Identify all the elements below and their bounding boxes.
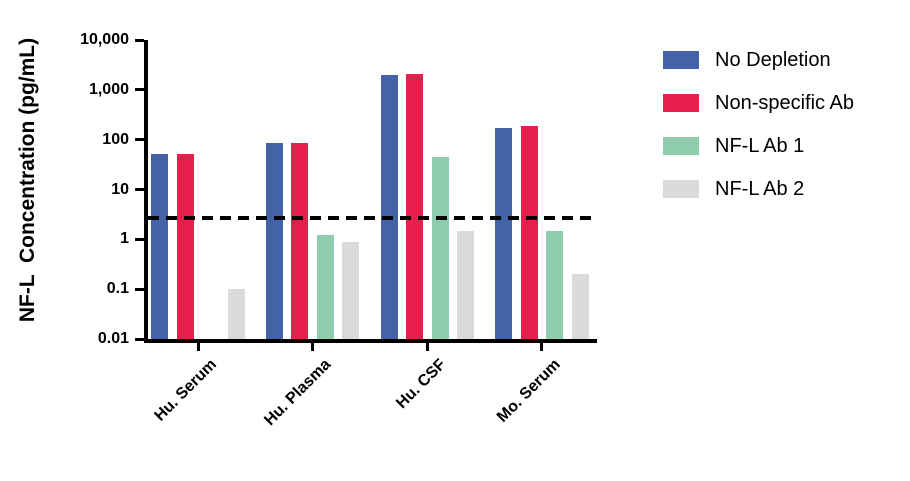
threshold-dashed-line [148,215,597,220]
bar-non-specific-ab-hu-csf [406,73,424,342]
y-tick-label: 1,000 [88,80,129,98]
y-tick-label: 10,000 [80,31,129,48]
bar-no-depletion-hu-serum [151,153,169,342]
x-tick [311,343,315,351]
y-tick-label: 0.1 [106,280,129,298]
bar-non-specific-ab-hu-serum [176,153,194,342]
y-tick [135,38,144,42]
y-tick [135,88,144,92]
legend-swatch [663,94,699,112]
bar-nf-l-ab-2-mo-serum [571,274,589,342]
x-axis-line-overlay [144,339,597,343]
legend-item-no-depletion: No Depletion [663,48,854,71]
bar-nf-l-ab-1-hu-csf [431,156,449,342]
bar-nf-l-ab-2-hu-plasma [342,241,360,342]
legend-label: Non-specific Ab [715,91,854,114]
legend-item-nf-l-ab-2: NF-L Ab 2 [663,177,854,200]
legend-swatch [663,137,699,155]
y-tick [135,138,144,142]
y-tick-label: 0.01 [97,330,129,347]
bar-no-depletion-mo-serum [495,127,513,342]
y-tick [135,188,144,191]
x-tick-label: Mo. Serum [493,356,564,426]
x-tick [425,343,429,351]
x-tick [196,343,200,351]
bar-nf-l-ab-1-hu-plasma [316,235,334,342]
y-tick-label: 1 [120,230,129,248]
y-tick-label: 100 [102,130,129,148]
bar-nf-l-ab-2-hu-serum [227,289,245,342]
bar-non-specific-ab-mo-serum [520,126,538,342]
legend: No Depletion Non-specific Ab NF-L Ab 1 NF-L… [663,48,854,223]
y-axis-line [144,40,148,343]
y-tick [135,237,144,241]
bar-no-depletion-hu-csf [380,74,398,342]
y-tick [135,287,144,291]
bar-nf-l-ab-2-hu-csf [457,230,475,342]
bar-nf-l-ab-1-mo-serum [546,230,564,342]
bar-non-specific-ab-hu-plasma [291,143,309,342]
legend-item-nf-l-ab-1: NF-L Ab 1 [663,134,854,157]
bar-no-depletion-hu-plasma [265,143,283,342]
legend-swatch [663,51,699,69]
y-tick [135,337,144,341]
legend-label: No Depletion [715,48,831,71]
x-tick [540,343,544,351]
x-tick-label: Hu. CSF [393,356,450,413]
y-axis-title: NF-L Concentration (pg/mL) [16,37,39,323]
legend-label: NF-L Ab 2 [715,177,805,200]
legend-label: NF-L Ab 1 [715,134,805,157]
legend-item-non-specific-ab: Non-specific Ab [663,91,854,114]
legend-swatch [663,180,699,198]
x-tick-label: Hu. Serum [151,356,221,425]
x-tick-label: Hu. Plasma [261,356,335,430]
y-tick-label: 10 [111,180,129,198]
